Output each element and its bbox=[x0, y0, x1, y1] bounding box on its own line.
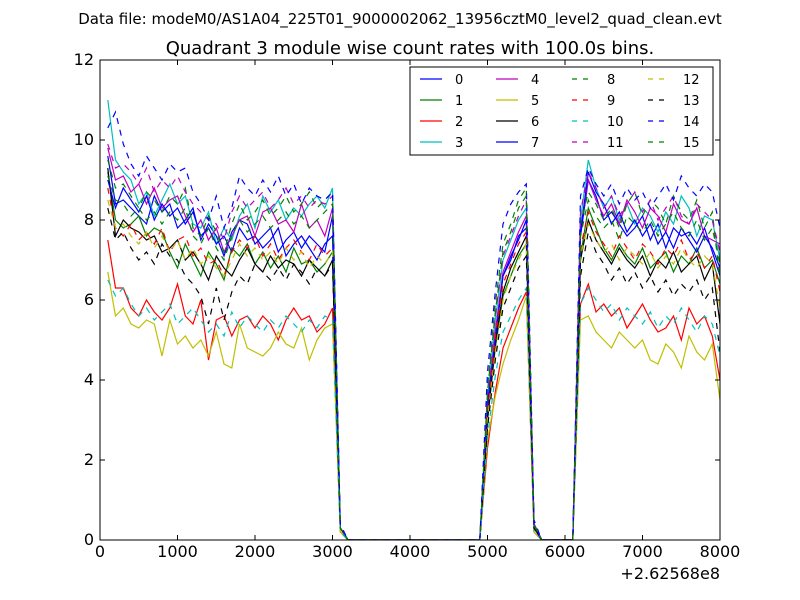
x-tick-label: 0 bbox=[95, 542, 105, 561]
series-line-10 bbox=[107, 279, 720, 540]
legend-label-7: 7 bbox=[531, 136, 539, 151]
series-line-5 bbox=[107, 271, 720, 540]
y-tick-label: 10 bbox=[74, 130, 94, 149]
series-line-7 bbox=[107, 171, 720, 540]
legend-label-12: 12 bbox=[683, 73, 700, 88]
series-line-6 bbox=[107, 167, 720, 540]
x-tick-label: 1000 bbox=[157, 542, 198, 561]
series-line-14 bbox=[107, 110, 720, 540]
legend-label-10: 10 bbox=[607, 115, 624, 130]
y-tick-label: 2 bbox=[84, 450, 94, 469]
legend-label-4: 4 bbox=[531, 73, 539, 88]
series-line-4 bbox=[107, 147, 720, 540]
legend-label-9: 9 bbox=[607, 94, 615, 109]
x-tick-label: 7000 bbox=[622, 542, 663, 561]
x-tick-label: 5000 bbox=[467, 542, 508, 561]
y-tick-label: 0 bbox=[84, 530, 94, 549]
series-line-12 bbox=[107, 199, 720, 540]
legend-label-8: 8 bbox=[607, 73, 615, 88]
series-line-11 bbox=[107, 143, 720, 540]
y-tick-label: 8 bbox=[84, 210, 94, 229]
plot-area: 0 1000 2000 3000 4000 5000 6000 7000 80000246810… bbox=[74, 50, 741, 561]
legend-label-6: 6 bbox=[531, 115, 539, 130]
x-tick-label: 3000 bbox=[312, 542, 353, 561]
series-line-1 bbox=[107, 171, 720, 540]
series-line-8 bbox=[107, 159, 720, 540]
legend-box bbox=[409, 66, 714, 156]
legend-label-0: 0 bbox=[455, 73, 463, 88]
legend-label-3: 3 bbox=[455, 136, 463, 151]
legend-label-11: 11 bbox=[607, 136, 624, 151]
x-tick-label: 4000 bbox=[390, 542, 431, 561]
chart-title: Quadrant 3 module wise count rates with … bbox=[166, 38, 655, 59]
legend-label-5: 5 bbox=[531, 94, 539, 109]
legend-label-13: 13 bbox=[683, 94, 700, 109]
legend-label-14: 14 bbox=[683, 115, 700, 130]
suptitle: Data file: modeM0/AS1A04_225T01_90000020… bbox=[78, 10, 722, 29]
x-tick-label: 6000 bbox=[545, 542, 586, 561]
series-line-15 bbox=[107, 175, 720, 540]
x-tick-label: 8000 bbox=[700, 542, 741, 561]
y-tick-label: 4 bbox=[84, 370, 94, 389]
legend-label-1: 1 bbox=[455, 94, 463, 109]
legend-label-15: 15 bbox=[683, 136, 700, 151]
x-tick-label: 2000 bbox=[235, 542, 276, 561]
y-tick-label: 12 bbox=[74, 50, 94, 69]
legend-label-2: 2 bbox=[455, 115, 463, 130]
x-offset-label: +2.62568e8 bbox=[620, 564, 720, 583]
y-tick-label: 6 bbox=[84, 290, 94, 309]
series-line-13 bbox=[107, 207, 720, 540]
